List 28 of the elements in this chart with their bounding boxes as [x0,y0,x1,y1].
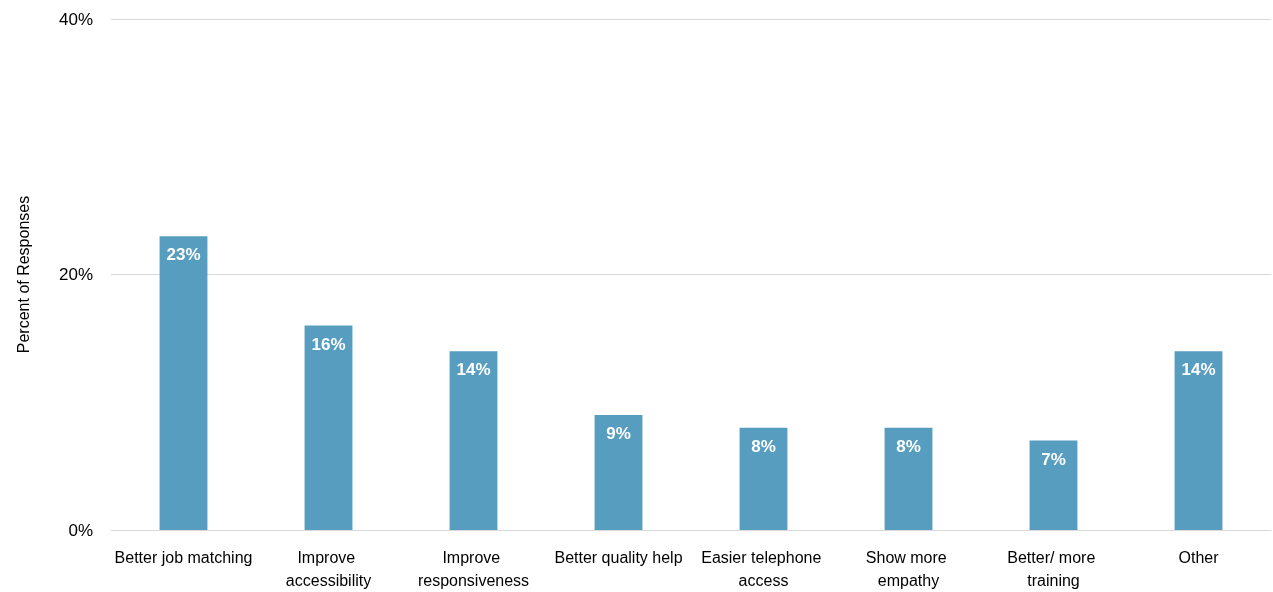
x-tick-label: Better quality help [554,549,683,566]
y-tick-label: 20% [58,265,93,284]
x-tick-label: Easier telephone access [701,549,826,589]
data-label: 8% [896,436,921,456]
bar [304,325,353,530]
data-label: 7% [1041,449,1066,469]
data-label: 9% [606,424,631,444]
bar [739,427,788,530]
data-label: 8% [751,436,776,456]
y-tick-label: 0% [68,520,93,540]
y-axis-title: Percent of Responses [14,195,32,354]
x-tick-label: Better/ more training [1007,549,1100,589]
data-label: 23% [166,245,201,265]
x-tick-label: Improve responsiveness [417,549,530,589]
bar [1029,440,1078,530]
data-label: 14% [1181,360,1216,380]
data-label: 16% [311,334,346,354]
bar [449,351,498,530]
bar [1174,351,1223,530]
bar [884,427,933,530]
data-label: 14% [456,360,491,380]
x-tick-label: Improve accessibility [285,549,372,589]
x-tick-label: Other [1178,549,1220,566]
x-tick-label: Better job matching [114,549,253,566]
bar [159,236,208,530]
x-tick-label: Show more empathy [865,549,952,589]
y-tick-label: 40% [58,9,93,29]
bar [594,415,643,530]
